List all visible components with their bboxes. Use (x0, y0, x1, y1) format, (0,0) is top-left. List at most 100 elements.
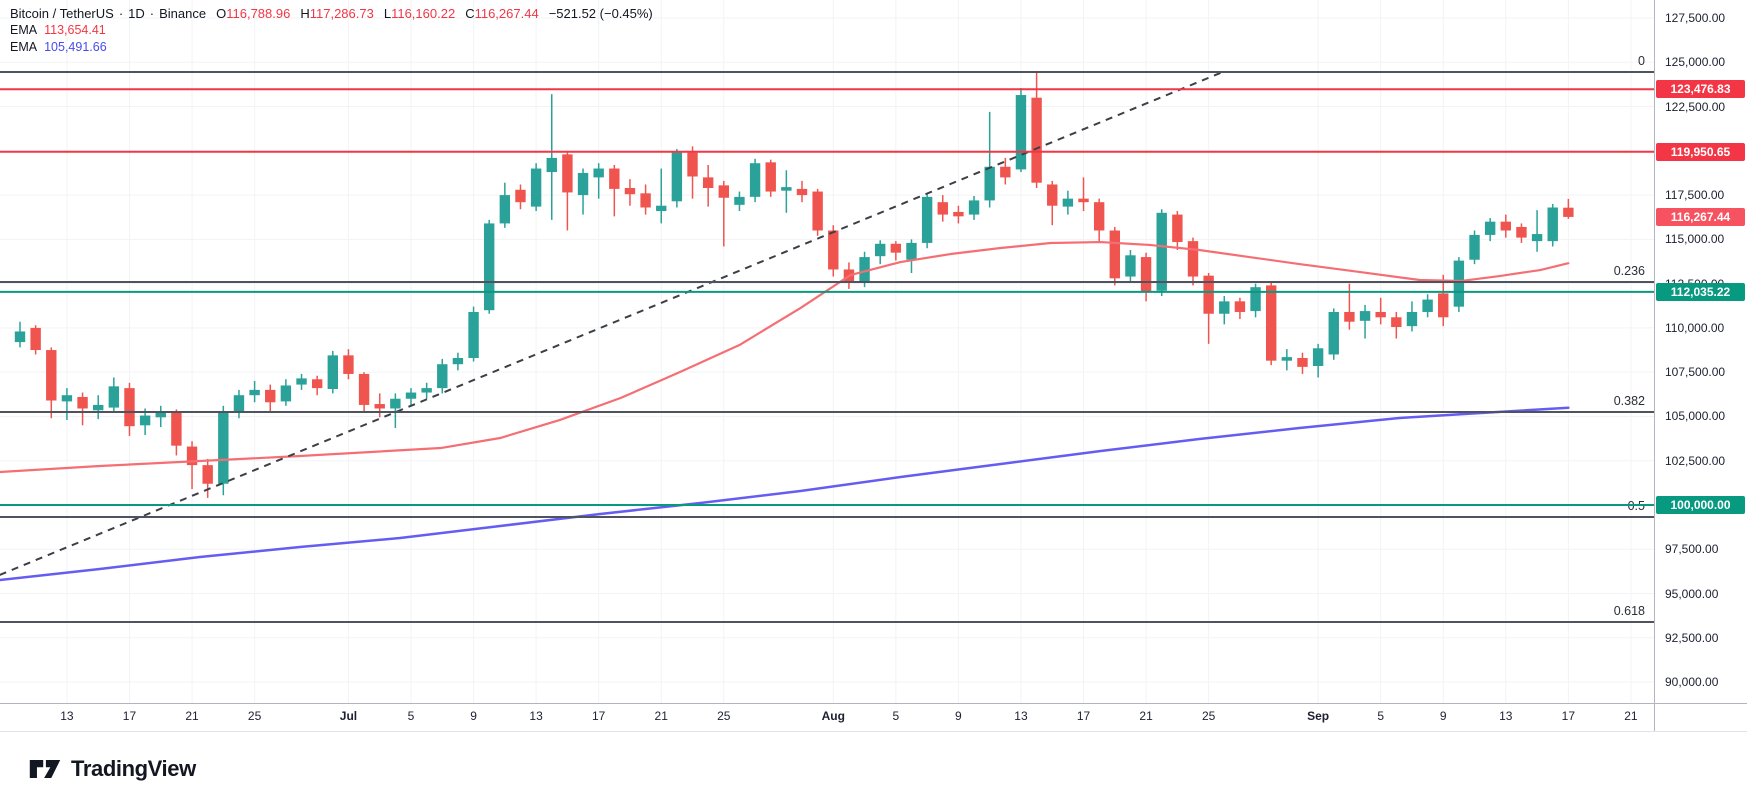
interval-label[interactable]: 1D (128, 6, 145, 21)
time-tick-label: Jul (339, 709, 358, 723)
candle-up (656, 205, 667, 212)
open-label: O (216, 6, 227, 21)
time-tick-label: 9 (1439, 709, 1447, 723)
price-tick-label: 102,500.00 (1665, 453, 1726, 468)
candle-up (280, 385, 292, 402)
ema-fast-legend-row[interactable]: EMA 113,654.41 (10, 22, 653, 39)
candle-up (468, 311, 479, 359)
price-tick-label: 90,000.00 (1665, 675, 1719, 690)
legend-separator: · (118, 6, 124, 21)
candle-down (687, 152, 698, 177)
price-axis[interactable]: 127,500.00 125,000.00 122,500.00 117,500.00… (1656, 0, 1747, 703)
price-tick-label: 105,000.00 (1665, 409, 1726, 424)
price-tick-label: 92,500.00 (1665, 630, 1719, 645)
candle-down (358, 373, 370, 405)
candle-up (139, 415, 151, 426)
candle-up (1156, 212, 1167, 291)
candle-down (1516, 226, 1527, 238)
candle-up (1406, 311, 1418, 327)
time-axis[interactable]: 13 17 21 25 Jul 5 9 13 17 21 25 Aug 5 9 13 17 21 25 Sep 5 9 1… (0, 704, 1654, 731)
candle-up (1312, 348, 1324, 366)
symbol-legend-row[interactable]: Bitcoin / TetherUS · 1D · Binance O116,788.96… (10, 5, 653, 22)
candle-down (765, 162, 776, 192)
candle-up (1531, 234, 1543, 242)
candle-down (202, 465, 213, 484)
ema-fast-line (0, 240, 1570, 474)
candle-up (484, 223, 495, 311)
candle-down (1344, 311, 1355, 322)
candle-down (1234, 301, 1246, 312)
price-badge: 123,476.83 (1656, 80, 1745, 99)
candle-down (265, 389, 276, 403)
time-tick-label: 25 (247, 709, 262, 723)
candle-up (968, 200, 980, 215)
time-tick-label: 17 (1076, 709, 1091, 723)
price-badge: 116,267.44 (1656, 207, 1745, 226)
price-axis-border (1654, 0, 1655, 731)
candle-up (14, 331, 26, 343)
candle-up (296, 378, 307, 385)
candle-down (1391, 317, 1402, 328)
candle-up (1484, 221, 1496, 235)
candle-up (859, 257, 870, 282)
exchange-label[interactable]: Binance (159, 6, 207, 21)
candle-down (890, 243, 902, 253)
time-tick-label: 17 (1561, 709, 1576, 723)
candle-down (624, 188, 636, 195)
candle-up (1219, 301, 1230, 314)
low-label: L (383, 6, 392, 21)
time-tick-label: 21 (1624, 709, 1638, 723)
candle-down (828, 230, 839, 270)
candle-up (405, 392, 417, 399)
candle-down (1140, 257, 1152, 293)
ema-slow-value: 105,491.66 (44, 40, 107, 54)
legend-separator: · (149, 6, 155, 21)
time-tick-label: 17 (591, 709, 606, 723)
time-tick-label: 21 (185, 709, 199, 723)
candle-up (1328, 311, 1339, 355)
candle-down (609, 168, 620, 189)
candle-down (562, 154, 573, 193)
symbol-title[interactable]: Bitcoin / TetherUS (10, 6, 114, 21)
time-tick-label: 25 (717, 709, 731, 723)
candle-up (437, 364, 448, 389)
ema-slow-label: EMA (10, 40, 38, 54)
candle-down (1047, 184, 1058, 206)
time-axis-border (0, 703, 1747, 704)
candle-down (1500, 221, 1511, 231)
candle-up (1125, 255, 1136, 277)
candle-down (1078, 198, 1089, 203)
high-label: H (300, 6, 310, 21)
candle-up (1547, 207, 1558, 242)
candle-down (1187, 241, 1199, 277)
candle-down (46, 350, 57, 401)
tradingview-branding[interactable]: TradingView (28, 756, 196, 782)
price-tick-label: 95,000.00 (1665, 586, 1719, 601)
candle-up (155, 411, 166, 418)
candle-up (781, 187, 792, 191)
trendline[interactable] (0, 71, 1224, 576)
candle-up (108, 386, 120, 408)
candle-down (343, 355, 354, 374)
candle-up (530, 168, 542, 207)
candle-down (1266, 285, 1277, 361)
time-tick-label: Sep (1307, 709, 1330, 723)
candle-down (718, 185, 729, 198)
ema-slow-legend-row[interactable]: EMA 105,491.66 (10, 39, 653, 56)
candle-up (577, 172, 589, 196)
close-value: 116,267.44 (474, 6, 539, 21)
candle-down (937, 202, 948, 215)
candle-up (61, 395, 73, 402)
candle-up (1281, 357, 1293, 361)
high-value: 117,286.73 (309, 6, 374, 21)
candle-down (796, 188, 808, 196)
price-badge: 100,000.00 (1656, 495, 1745, 514)
candle-up (1469, 234, 1480, 260)
time-tick-label: Aug (821, 709, 845, 723)
fib-label: 0.236 (1614, 264, 1645, 278)
candle-down (1203, 275, 1214, 314)
candle-up (233, 395, 245, 412)
candle-down (640, 193, 651, 208)
